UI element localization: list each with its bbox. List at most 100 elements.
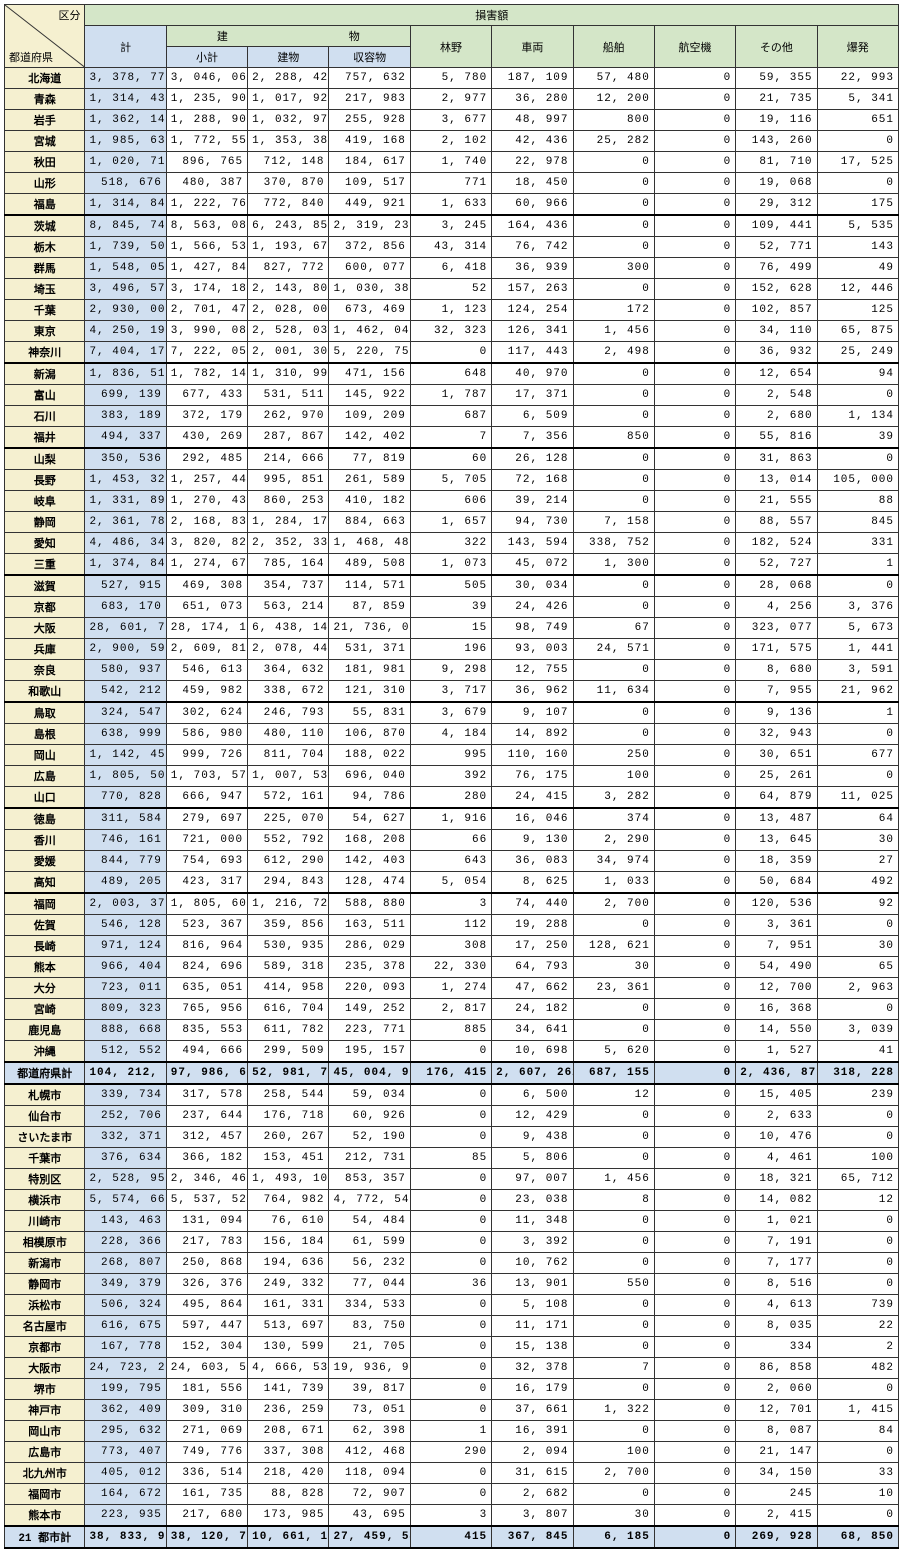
cell: 3 [410,893,491,915]
cell: 2, 680 [736,406,817,427]
row-label: 福岡市 [5,1484,85,1505]
cell: 332, 371 [85,1127,166,1148]
cell: 161, 735 [166,1484,247,1505]
cell: 0 [573,660,654,681]
cell: 60, 966 [492,194,573,216]
cell: 0 [410,1358,491,1379]
cell: 506, 324 [85,1295,166,1316]
cell: 10 [817,1484,898,1505]
cell: 76, 610 [248,1211,329,1232]
cell: 290 [410,1442,491,1463]
cell: 372, 856 [329,237,410,258]
cell: 19, 936, 985 [329,1358,410,1379]
cell: 0 [654,173,735,194]
cell: 152, 628 [736,279,817,300]
cell: 0 [654,491,735,512]
cell: 36, 280 [492,89,573,110]
cell: 59, 034 [329,1084,410,1106]
row-label: 和歌山 [5,681,85,703]
cell: 0 [573,597,654,618]
cell: 2, 352, 336 [248,533,329,554]
cell: 860, 253 [248,491,329,512]
cell: 39 [817,427,898,449]
cell: 100 [573,766,654,787]
cell: 0 [817,724,898,745]
cell: 250, 868 [166,1253,247,1274]
cell: 1, 030, 386 [329,279,410,300]
hdr-damage: 損害額 [85,5,899,26]
cell: 546, 613 [166,660,247,681]
total-label: 21 都市計 [5,1526,85,1548]
row-label: 埼玉 [5,279,85,300]
row-label: 栃木 [5,237,85,258]
cell: 143, 594 [492,533,573,554]
cell: 4, 184 [410,724,491,745]
cell: 318, 228 [817,1062,898,1084]
cell: 1, 274, 672 [166,554,247,576]
cell: 1 [410,1421,491,1442]
cell: 2, 963 [817,978,898,999]
cell: 74, 440 [492,893,573,915]
cell: 7, 955 [736,681,817,703]
cell: 0 [573,491,654,512]
cell: 12 [573,1084,654,1106]
cell: 0 [410,1084,491,1106]
cell: 0 [654,1020,735,1041]
cell: 25, 261 [736,766,817,787]
cell: 0 [654,89,735,110]
row-label: 千葉市 [5,1148,85,1169]
cell: 38, 120, 740 [166,1526,247,1548]
cell: 2, 001, 302 [248,342,329,364]
cell: 0 [654,194,735,216]
cell: 3, 679 [410,702,491,724]
cell: 143 [817,237,898,258]
cell: 1, 123 [410,300,491,321]
cell: 164, 436 [492,215,573,237]
row-label: 福岡 [5,893,85,915]
cell: 271, 069 [166,1421,247,1442]
cell: 0 [817,999,898,1020]
cell: 2, 415 [736,1505,817,1527]
cell: 3, 174, 188 [166,279,247,300]
cell: 7, 404, 174 [85,342,166,364]
cell: 24, 415 [492,787,573,809]
cell: 0 [573,385,654,406]
cell: 217, 983 [329,89,410,110]
cell: 9, 107 [492,702,573,724]
cell: 13, 487 [736,808,817,830]
cell: 1, 142, 459 [85,745,166,766]
cell: 8, 563, 085 [166,215,247,237]
cell: 28, 068 [736,575,817,597]
cell: 85 [410,1148,491,1169]
cell: 47, 662 [492,978,573,999]
row-label: 浜松市 [5,1295,85,1316]
cell: 0 [573,999,654,1020]
cell: 1, 362, 147 [85,110,166,131]
cell: 0 [410,1041,491,1063]
cell: 0 [654,152,735,173]
cell: 1, 216, 727 [248,893,329,915]
cell: 30, 651 [736,745,817,766]
cell: 2, 700 [573,1463,654,1484]
cell: 572, 161 [248,787,329,809]
cell: 338, 752 [573,533,654,554]
cell: 83, 750 [329,1316,410,1337]
cell: 0 [573,1295,654,1316]
cell: 52, 981, 730 [248,1062,329,1084]
cell: 331 [817,533,898,554]
cell: 2, 700 [573,893,654,915]
cell: 1, 916 [410,808,491,830]
cell: 2, 607, 262 [492,1062,573,1084]
cell: 223, 935 [85,1505,166,1527]
cell: 712, 148 [248,152,329,173]
cell: 1, 740 [410,152,491,173]
cell: 505 [410,575,491,597]
hdr-ship: 船舶 [573,26,654,68]
cell: 757, 632 [329,68,410,89]
cell: 64, 793 [492,957,573,978]
cell: 182, 524 [736,533,817,554]
row-label: 鳥取 [5,702,85,724]
cell: 0 [654,936,735,957]
cell: 0 [654,533,735,554]
cell: 600, 077 [329,258,410,279]
